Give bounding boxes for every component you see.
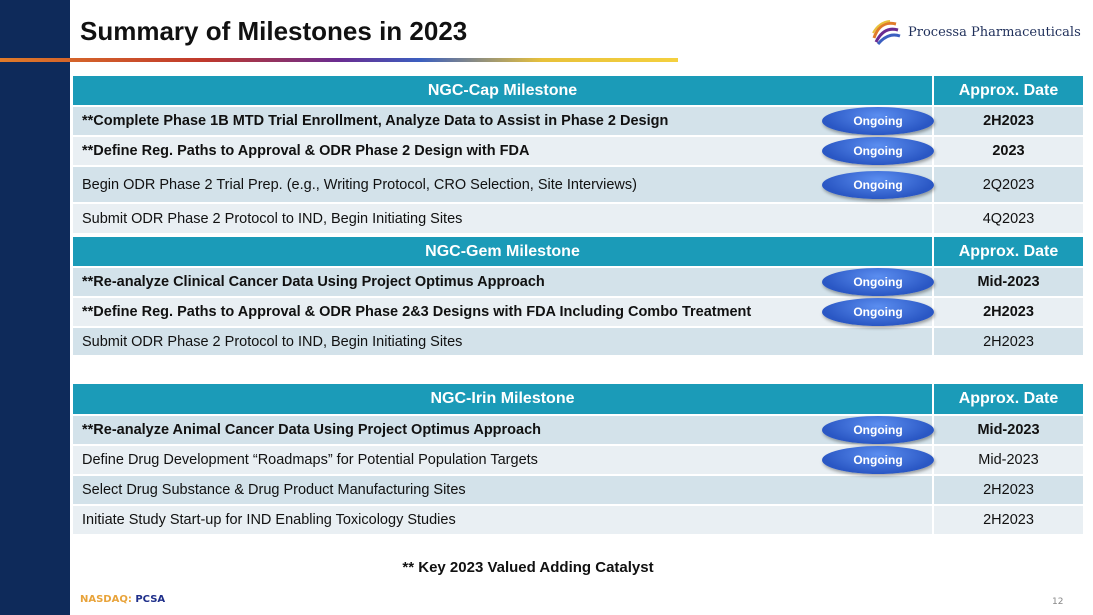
table-row: **Define Reg. Paths to Approval & ODR Ph… — [73, 137, 1083, 167]
date-cell: 2H2023 — [983, 113, 1034, 129]
table-row: Select Drug Substance & Drug Product Man… — [73, 476, 1083, 506]
logo-icon — [872, 20, 901, 45]
symbol: PCSA — [135, 594, 166, 605]
table-row: Define Drug Development “Roadmaps” for P… — [73, 446, 1083, 476]
milestone-cell: **Re-analyze Clinical Cancer Data Using … — [73, 268, 934, 296]
table-header: NGC-Gem Milestone Approx. Date — [73, 237, 1083, 268]
milestone-cell: Submit ODR Phase 2 Protocol to IND, Begi… — [73, 204, 934, 233]
header-date: Approx. Date — [958, 242, 1059, 260]
header-date: Approx. Date — [958, 390, 1059, 407]
milestone-text: Begin ODR Phase 2 Trial Prep. (e.g., Wri… — [82, 176, 637, 193]
milestone-cell: Begin ODR Phase 2 Trial Prep. (e.g., Wri… — [73, 167, 934, 202]
date-cell: 2H2023 — [983, 304, 1034, 320]
date-cell: 2Q2023 — [982, 176, 1035, 193]
table-row: **Re-analyze Clinical Cancer Data Using … — [73, 268, 1083, 298]
date-cell: Mid-2023 — [977, 274, 1040, 290]
header-milestone: NGC-Gem Milestone — [73, 237, 934, 266]
milestone-text: Define Drug Development “Roadmaps” for P… — [82, 452, 538, 468]
header-milestone: NGC-Irin Milestone — [73, 384, 934, 414]
table-row: **Re-analyze Animal Cancer Data Using Pr… — [73, 416, 1083, 446]
footnote: ** Key 2023 Valued Adding Catalyst — [402, 559, 654, 576]
date-cell: Mid-2023 — [977, 422, 1040, 438]
header-milestone: NGC-Cap Milestone — [73, 76, 934, 105]
status-badge: Ongoing — [822, 170, 934, 199]
milestone-text: **Complete Phase 1B MTD Trial Enrollment… — [82, 113, 669, 129]
logo: Processa Pharmaceuticals — [870, 18, 1081, 46]
date-cell: 4Q2023 — [982, 210, 1035, 227]
status-badge: Ongoing — [822, 107, 934, 135]
milestone-table: NGC-Cap Milestone Approx. Date **Complete … — [73, 76, 1083, 235]
exchange: NASDAQ: — [80, 594, 132, 605]
date-cell: 2H2023 — [983, 333, 1034, 350]
status-badge: Ongoing — [822, 137, 934, 165]
status-badge: Ongoing — [822, 446, 934, 474]
table-header: NGC-Irin Milestone Approx. Date — [73, 384, 1083, 416]
logo-text: Processa Pharmaceuticals — [908, 24, 1081, 40]
milestone-text: Initiate Study Start-up for IND Enabling… — [82, 512, 456, 528]
milestone-cell: **Re-analyze Animal Cancer Data Using Pr… — [73, 416, 934, 444]
sidebar — [0, 0, 70, 615]
date-cell: Mid-2023 — [978, 452, 1039, 468]
milestone-cell: Initiate Study Start-up for IND Enabling… — [73, 506, 934, 534]
slide-title: Summary of Milestones in 2023 — [80, 16, 468, 46]
date-cell: 2H2023 — [983, 482, 1034, 498]
table-row: **Complete Phase 1B MTD Trial Enrollment… — [73, 107, 1083, 137]
page-number: 12 — [1052, 597, 1064, 607]
milestone-cell: Submit ODR Phase 2 Protocol to IND, Begi… — [73, 328, 934, 355]
milestone-text: **Define Reg. Paths to Approval & ODR Ph… — [82, 304, 752, 320]
milestone-text: Submit ODR Phase 2 Protocol to IND, Begi… — [82, 210, 463, 227]
date-cell: 2H2023 — [983, 512, 1034, 528]
milestone-cell: Select Drug Substance & Drug Product Man… — [73, 476, 934, 504]
header-date: Approx. Date — [958, 81, 1059, 99]
milestone-cell: Define Drug Development “Roadmaps” for P… — [73, 446, 934, 474]
table-row: **Define Reg. Paths to Approval & ODR Ph… — [73, 298, 1083, 328]
milestone-text: **Re-analyze Clinical Cancer Data Using … — [82, 274, 545, 290]
table-header: NGC-Cap Milestone Approx. Date — [73, 76, 1083, 107]
milestone-cell: **Define Reg. Paths to Approval & ODR Ph… — [73, 137, 934, 165]
status-badge: Ongoing — [822, 416, 934, 444]
milestone-text: **Define Reg. Paths to Approval & ODR Ph… — [82, 143, 530, 159]
milestone-cell: **Define Reg. Paths to Approval & ODR Ph… — [73, 298, 934, 326]
table-row: Submit ODR Phase 2 Protocol to IND, Begi… — [73, 328, 1083, 357]
status-badge: Ongoing — [822, 298, 934, 326]
milestone-table: NGC-Irin Milestone Approx. Date **Re-analy… — [73, 384, 1083, 536]
title-rule — [0, 58, 678, 62]
table-row: Begin ODR Phase 2 Trial Prep. (e.g., Wri… — [73, 167, 1083, 204]
status-badge: Ongoing — [822, 268, 934, 296]
table-row: Initiate Study Start-up for IND Enabling… — [73, 506, 1083, 536]
date-cell: 2023 — [992, 143, 1025, 159]
milestone-text: Submit ODR Phase 2 Protocol to IND, Begi… — [82, 333, 463, 350]
table-row: Submit ODR Phase 2 Protocol to IND, Begi… — [73, 204, 1083, 235]
milestone-table: NGC-Gem Milestone Approx. Date **Re-analyz… — [73, 237, 1083, 357]
ticker: NASDAQ: PCSA — [80, 594, 165, 605]
milestone-cell: **Complete Phase 1B MTD Trial Enrollment… — [73, 107, 934, 135]
milestone-text: Select Drug Substance & Drug Product Man… — [82, 482, 466, 498]
milestone-text: **Re-analyze Animal Cancer Data Using Pr… — [82, 422, 542, 438]
